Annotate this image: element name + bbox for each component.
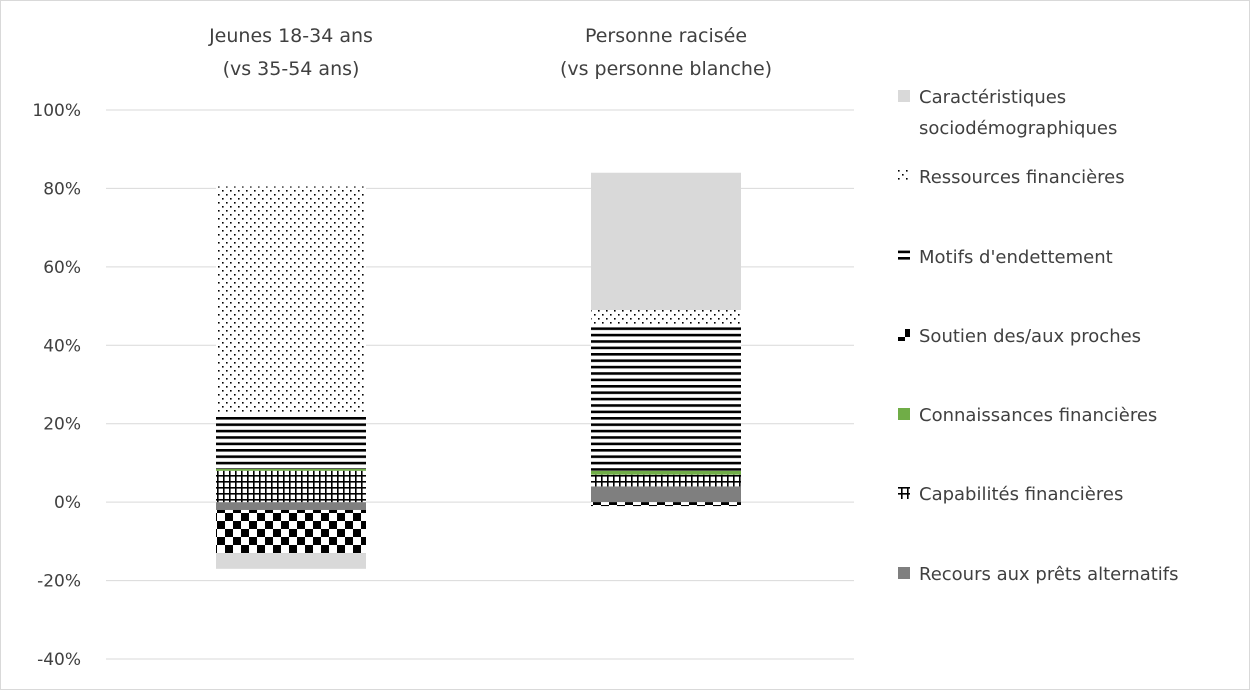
legend-label: Connaissances financières: [919, 405, 1157, 426]
y-tick-label: -40%: [37, 650, 81, 670]
bar-segment-ressources: [216, 186, 366, 414]
legend-label: Caractéristiques: [919, 87, 1066, 108]
category-label: Personne racisée: [585, 25, 747, 47]
bar-segment-motifs: [591, 325, 741, 471]
legend: Caractéristiques sociodémographiques Resso…: [898, 87, 1179, 585]
bar-segment-soutien: [591, 502, 741, 507]
bars: [216, 172, 741, 569]
bar-segment-caracteristiques: [591, 172, 741, 310]
bar-segment-capabilites: [591, 474, 741, 487]
legend-swatch-caracteristiques: [898, 90, 910, 102]
legend-swatch-soutien: [898, 329, 910, 341]
legend-label: sociodémographiques: [919, 118, 1117, 139]
category-label: (vs personne blanche): [560, 58, 772, 80]
y-tick-label: 100%: [32, 101, 81, 121]
y-tick-label: 60%: [43, 258, 81, 278]
bar-segment-motifs: [216, 413, 366, 469]
legend-swatch-recours: [898, 567, 910, 579]
legend-label: Soutien des/aux proches: [919, 326, 1141, 347]
legend-label: Ressources financières: [919, 167, 1125, 188]
legend-swatch-connaissances: [898, 408, 910, 420]
y-tick-label: -20%: [37, 572, 81, 592]
category-label: Jeunes 18-34 ans: [208, 25, 373, 47]
bar-segment-recours: [216, 502, 366, 510]
bar-segment-ressources: [591, 309, 741, 326]
bar-segment-capabilites: [216, 470, 366, 503]
y-tick-label: 40%: [43, 336, 81, 356]
legend-swatch-capabilites: [898, 487, 910, 499]
bar-segment-recours: [591, 486, 741, 503]
y-tick-label: 0%: [54, 493, 81, 513]
bar-segment-caracteristiques: [216, 553, 366, 569]
legend-label: Capabilités financières: [919, 484, 1123, 505]
category-label: (vs 35-54 ans): [223, 58, 360, 80]
y-tick-label: 80%: [43, 179, 81, 199]
y-tick-label: 20%: [43, 415, 81, 435]
legend-label: Motifs d'endettement: [919, 247, 1113, 268]
legend-swatch-ressources: [898, 170, 910, 182]
legend-label: Recours aux prêts alternatifs: [919, 564, 1179, 585]
legend-swatch-motifs: [898, 250, 910, 262]
bar-segment-connaissances: [216, 468, 366, 471]
axis-labels: -40% -20% 0% 20% 40% 60% 80% 100% Jeunes 18-34 a…: [32, 25, 772, 670]
bar-segment-connaissances: [591, 470, 741, 475]
bar-segment-soutien: [216, 509, 366, 554]
